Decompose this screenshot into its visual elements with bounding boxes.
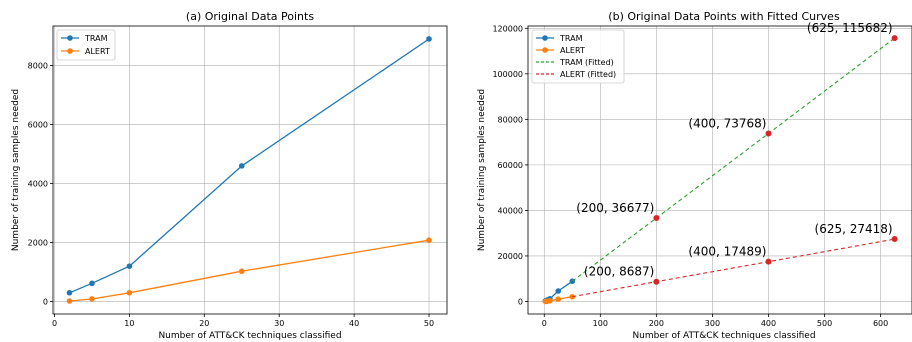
x-tick-label: 600 <box>873 319 888 328</box>
fitted-point <box>765 130 772 137</box>
chart-title-b: (b) Original Data Points with Fitted Cur… <box>608 10 840 23</box>
legend-label-tram-b: TRAM <box>559 34 583 43</box>
ticks-b: 0 100 200 300 400 500 600 0 20000 40000 60000 80000… <box>492 24 888 328</box>
y-tick-label: 20000 <box>498 252 523 261</box>
chart-panel-a: (a) Original Data Points 0 10 20 30 40 50 0 200… <box>11 10 448 341</box>
legend-label-tram-fitted-b: TRAM (Fitted) <box>559 58 614 67</box>
y-tick-label: 0 <box>518 297 523 306</box>
chart-title-a: (a) Original Data Points <box>186 10 314 23</box>
y-tick-label: 40000 <box>498 206 523 215</box>
series-line-alert-fitted <box>572 238 895 298</box>
data-point-tram <box>66 289 73 296</box>
series-line-tram <box>69 38 430 294</box>
x-tick-label: 0 <box>52 319 57 328</box>
legend-b: TRAM ALERT TRAM (Fitted) ALERT (Fitted) <box>531 29 625 84</box>
data-point-alert <box>238 268 245 275</box>
y-tick-label: 120000 <box>492 24 523 33</box>
fitted-points-b: (200, 36677) (400, 73768) (625, 115682) (20… <box>576 21 898 285</box>
fitted-point <box>653 278 660 285</box>
data-point-alert <box>555 296 562 302</box>
data-point-tram <box>555 288 562 294</box>
data-point-tram <box>426 36 432 42</box>
data-label: (625, 27418) <box>815 222 893 236</box>
plot-frame-a <box>52 25 448 315</box>
data-label: (200, 8687) <box>584 265 654 279</box>
series-b <box>542 37 895 305</box>
data-point-alert <box>126 289 133 296</box>
legend-label-tram-a: TRAM <box>84 34 108 43</box>
legend-a: TRAM ALERT <box>56 29 116 61</box>
data-point-tram <box>126 263 133 269</box>
series-line-alert <box>69 239 430 302</box>
ticks-a: 0 10 20 30 40 50 0 2000 4000 6000 8000 <box>28 62 434 328</box>
y-axis-label-b: Number of training samples needed <box>477 89 487 251</box>
y-tick-label: 100000 <box>492 70 523 79</box>
legend-box-b <box>531 29 625 84</box>
data-label: (625, 115682) <box>807 21 893 35</box>
x-tick-label: 500 <box>817 319 832 328</box>
series-line-tram-fitted <box>571 37 895 282</box>
legend-label-alert-fitted-b: ALERT (Fitted) <box>560 70 616 79</box>
x-tick-label: 30 <box>274 319 284 328</box>
data-label: (200, 36677) <box>576 201 654 215</box>
data-point-tram <box>89 280 95 287</box>
legend-marker-tram-a <box>67 35 73 41</box>
legend-marker-alert-a <box>67 48 73 54</box>
y-tick-label: 60000 <box>498 161 523 170</box>
x-tick-label: 20 <box>199 319 209 328</box>
legend-marker-tram-b <box>542 35 548 41</box>
fitted-point <box>891 35 898 42</box>
x-tick-label: 40 <box>349 319 359 328</box>
legend-label-alert-a: ALERT <box>85 47 110 56</box>
y-tick-label: 8000 <box>28 62 48 71</box>
y-tick-label: 80000 <box>498 115 523 124</box>
x-tick-label: 10 <box>124 319 134 328</box>
data-label: (400, 17489) <box>688 245 766 259</box>
legend-label-alert-b: ALERT <box>560 46 585 55</box>
data-point-alert <box>66 298 73 304</box>
y-tick-label: 4000 <box>28 180 48 189</box>
y-tick-label: 0 <box>43 298 48 307</box>
x-tick-label: 400 <box>761 319 776 328</box>
fitted-point <box>765 258 772 265</box>
data-point-alert <box>547 297 553 304</box>
chart-panel-b: (b) Original Data Points with Fitted Cur… <box>477 10 912 341</box>
y-tick-label: 6000 <box>28 121 48 130</box>
data-point-alert <box>569 293 576 300</box>
x-axis-label-a: Number of ATT&CK techniques classified <box>158 331 341 341</box>
y-axis-label-a: Number of training samples needed <box>11 89 21 251</box>
y-tick-label: 2000 <box>28 239 48 248</box>
data-point-alert <box>426 237 432 244</box>
series-a <box>66 36 432 304</box>
plot-frame-b <box>527 25 912 315</box>
legend-marker-alert-b <box>542 47 548 53</box>
x-tick-label: 100 <box>593 319 608 328</box>
grid-a <box>53 26 447 314</box>
x-tick-label: 0 <box>542 319 547 328</box>
x-axis-label-b: Number of ATT&CK techniques classified <box>632 331 815 341</box>
fitted-point <box>891 236 898 243</box>
x-tick-label: 200 <box>649 319 664 328</box>
data-point-tram <box>238 163 245 169</box>
data-point-alert <box>89 296 95 302</box>
data-label: (400, 73768) <box>688 117 766 131</box>
fitted-point <box>653 214 660 221</box>
x-tick-label: 300 <box>705 319 720 328</box>
x-tick-label: 50 <box>424 319 434 328</box>
